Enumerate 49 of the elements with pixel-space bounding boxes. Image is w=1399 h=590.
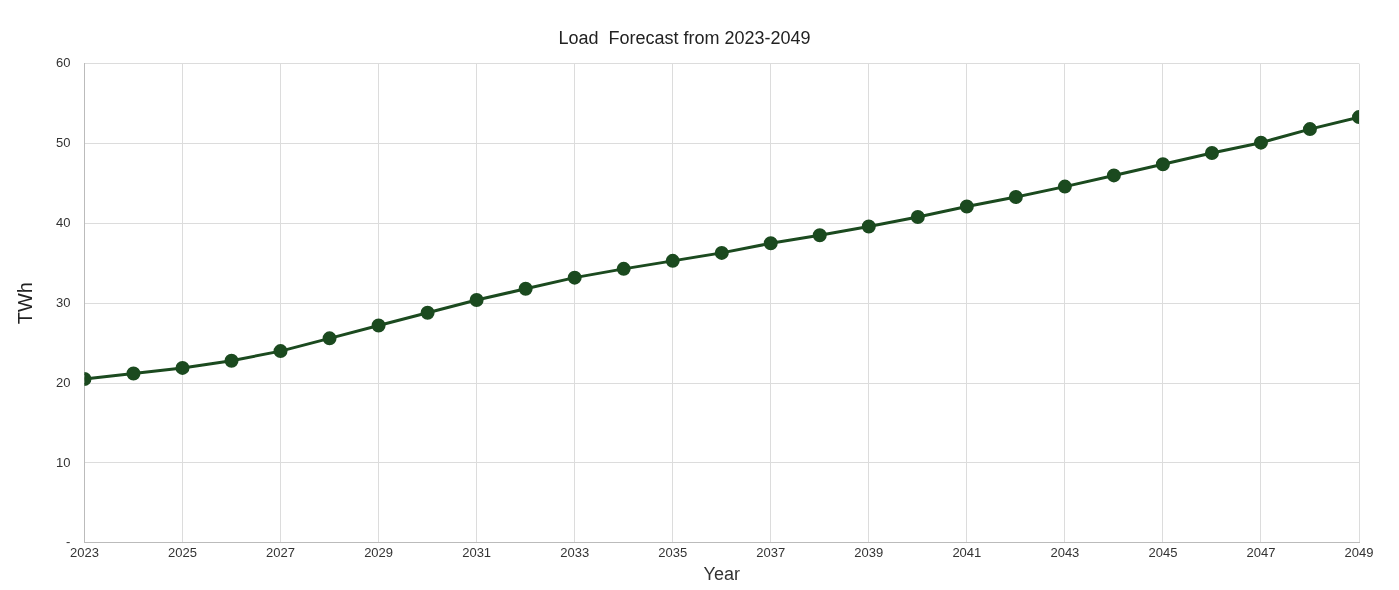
- y-tick-label: 20: [55, 374, 71, 390]
- point: [910, 209, 925, 224]
- x-tick-label: 2025: [168, 545, 197, 561]
- y-axis-title: TWh: [13, 282, 36, 325]
- point: [1008, 189, 1023, 204]
- point: [1204, 146, 1219, 161]
- x-tick-label: 2027: [266, 545, 295, 561]
- y-tick-label: 40: [55, 214, 71, 230]
- y-tick-label: -: [66, 534, 71, 550]
- x-tick-label: 2039: [854, 545, 884, 561]
- point: [273, 344, 288, 359]
- x-tick-label: 2033: [560, 545, 590, 561]
- y-tick-label: 50: [55, 135, 71, 151]
- x-tick-label: 2043: [1050, 545, 1080, 561]
- x-tick-label: 2031: [462, 545, 492, 561]
- x-axis-title: Year: [703, 564, 740, 585]
- x-tick-label: 2049: [1344, 545, 1374, 561]
- point: [126, 366, 141, 381]
- y-tick-label: 10: [55, 454, 71, 470]
- point: [1106, 168, 1121, 183]
- x-tick-label: 2045: [1148, 545, 1178, 561]
- point: [1057, 179, 1072, 194]
- point: [371, 318, 386, 333]
- point: [616, 261, 631, 276]
- point: [1155, 157, 1170, 172]
- chart-title: Load Forecast from 2023-2049: [558, 27, 811, 48]
- point: [714, 245, 729, 260]
- point: [763, 236, 778, 251]
- x-tick-label: 2023: [70, 545, 99, 561]
- x-tick-label: 2041: [952, 545, 982, 561]
- x-tick-label: 2029: [364, 545, 394, 561]
- point: [322, 331, 337, 346]
- point: [861, 219, 876, 234]
- x-tick-label: 2047: [1246, 545, 1276, 561]
- x-tick-label: 2037: [756, 545, 786, 561]
- point: [1253, 135, 1268, 150]
- point: [224, 353, 239, 368]
- point: [959, 199, 974, 214]
- point: [665, 253, 680, 268]
- point: [469, 293, 484, 308]
- point: [420, 305, 435, 320]
- y-tick-label: 30: [55, 294, 71, 310]
- point: [518, 281, 533, 296]
- x-tick-label: 2035: [658, 545, 688, 561]
- y-tick-label: 60: [55, 55, 71, 71]
- point: [567, 270, 582, 285]
- point: [175, 360, 190, 375]
- point: [812, 228, 827, 243]
- point: [1302, 122, 1317, 137]
